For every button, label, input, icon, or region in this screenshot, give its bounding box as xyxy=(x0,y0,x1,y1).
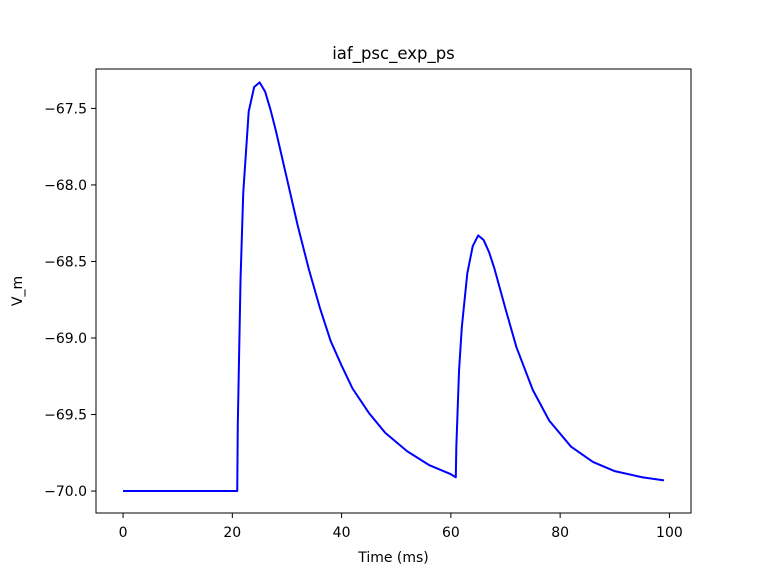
y-tick-label: −69.0 xyxy=(44,331,87,347)
x-tick-label: 20 xyxy=(223,525,241,541)
y-tick-label: −68.0 xyxy=(44,178,87,194)
x-tick-label: 100 xyxy=(656,525,683,541)
x-tick-label: 60 xyxy=(442,525,460,541)
y-axis-ticks: −70.0 −69.5 −69.0 −68.5 −68.0 −67.5 xyxy=(44,101,96,500)
x-axis-label: Time (ms) xyxy=(357,550,429,566)
y-tick-label: −69.5 xyxy=(44,408,87,424)
y-tick-label: −67.5 xyxy=(44,101,87,117)
x-tick-label: 0 xyxy=(119,525,128,541)
x-tick-label: 80 xyxy=(551,525,569,541)
plot-area xyxy=(123,81,665,493)
y-tick-label: −70.0 xyxy=(44,484,87,500)
series-line-1 xyxy=(123,81,665,493)
x-tick-label: 40 xyxy=(333,525,351,541)
x-axis-ticks: 0 20 40 60 80 100 xyxy=(119,513,683,541)
y-tick-label: −68.5 xyxy=(44,254,87,270)
chart-title: iaf_psc_exp_ps xyxy=(332,44,455,64)
axes-frame xyxy=(95,68,692,514)
y-axis-label: V_m xyxy=(10,276,26,306)
